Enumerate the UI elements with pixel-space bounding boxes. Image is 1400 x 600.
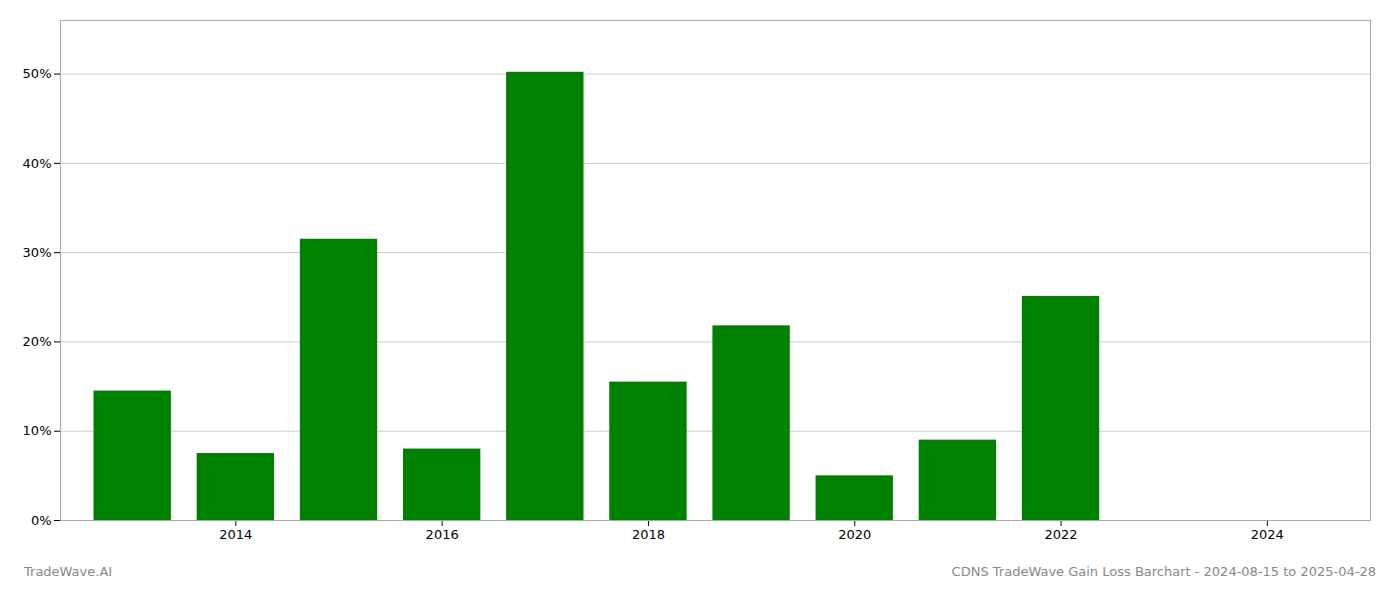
svg-text:2016: 2016 [426, 527, 459, 542]
svg-text:2020: 2020 [838, 527, 871, 542]
svg-text:0%: 0% [31, 513, 52, 528]
svg-text:20%: 20% [23, 334, 52, 349]
svg-text:40%: 40% [23, 156, 52, 171]
svg-text:2014: 2014 [219, 527, 252, 542]
html-text:TradeWave.AI: TradeWave.AI [24, 564, 113, 579]
html-text:CDNS TradeWave Gain Loss Barch: CDNS TradeWave Gain Loss Barchart - 2024… [951, 564, 1376, 579]
svg-text:10%: 10% [23, 423, 52, 438]
svg-text:2022: 2022 [1045, 527, 1078, 542]
svg-text:50%: 50% [23, 66, 52, 81]
svg-text:30%: 30% [23, 245, 52, 260]
svg-text:2018: 2018 [632, 527, 665, 542]
svg-text:2024: 2024 [1251, 527, 1284, 542]
